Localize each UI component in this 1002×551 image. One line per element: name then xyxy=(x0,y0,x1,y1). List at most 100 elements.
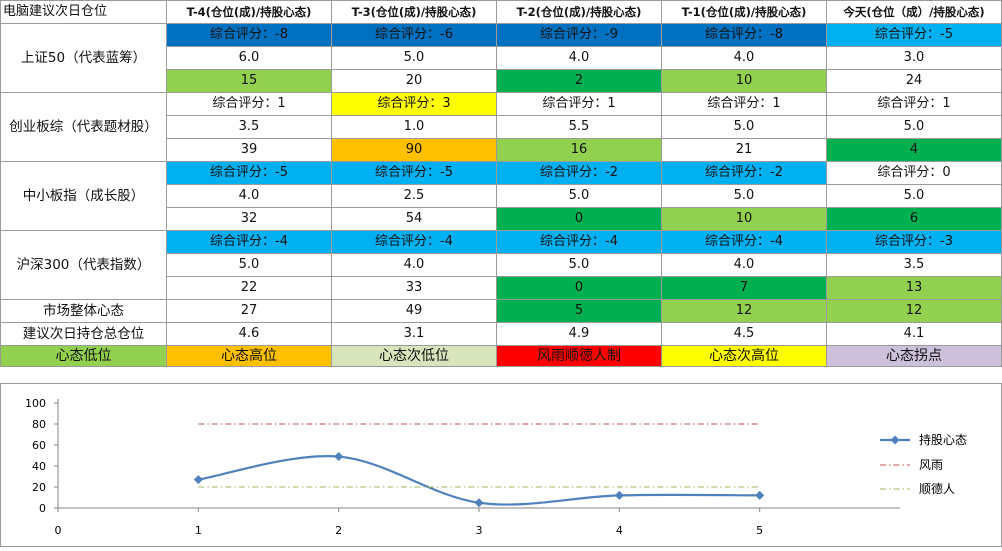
legend-swatch: 心态次低位 xyxy=(331,345,497,367)
score-cell[interactable]: 综合评分：-4 xyxy=(496,230,662,254)
score-cell[interactable]: 综合评分：1 xyxy=(166,92,332,116)
mood-cell[interactable]: 16 xyxy=(496,138,662,162)
legend-label-0: 持股心态 xyxy=(919,432,967,447)
position-cell[interactable]: 4.0 xyxy=(331,253,497,277)
header-col-4[interactable]: T-1(仓位(成)/持股心态) xyxy=(661,0,827,24)
position-cell[interactable]: 4.0 xyxy=(661,46,827,70)
market-mood-cell[interactable]: 5 xyxy=(496,299,662,323)
position-cell[interactable]: 5.0 xyxy=(166,253,332,277)
header-col-1[interactable]: T-4(仓位(成)/持股心态) xyxy=(166,0,332,24)
header-col-2[interactable]: T-3(仓位(成)/持股心态) xyxy=(331,0,497,24)
y-tick-label: 100 xyxy=(25,397,46,410)
score-cell[interactable]: 综合评分：1 xyxy=(496,92,662,116)
position-cell[interactable]: 3.5 xyxy=(826,253,1002,277)
legend-swatch: 心态拐点 xyxy=(826,345,1002,367)
position-cell[interactable]: 2.5 xyxy=(331,184,497,208)
position-cell[interactable]: 5.0 xyxy=(826,115,1002,139)
mood-cell[interactable]: 21 xyxy=(661,138,827,162)
mood-cell[interactable]: 54 xyxy=(331,207,497,231)
suggest-position-cell[interactable]: 4.5 xyxy=(661,322,827,346)
score-cell[interactable]: 综合评分：-6 xyxy=(331,23,497,47)
suggest-position-label[interactable]: 建议次日持仓总仓位 xyxy=(0,322,167,346)
market-mood-label[interactable]: 市场整体心态 xyxy=(0,299,167,323)
mood-cell[interactable]: 6 xyxy=(826,207,1002,231)
mood-cell[interactable]: 39 xyxy=(166,138,332,162)
y-tick-label: 80 xyxy=(32,418,46,431)
position-cell[interactable]: 5.0 xyxy=(661,184,827,208)
market-mood-cell[interactable]: 27 xyxy=(166,299,332,323)
market-mood-cell[interactable]: 12 xyxy=(826,299,1002,323)
index-label[interactable]: 上证50（代表蓝筹） xyxy=(0,23,167,93)
score-cell[interactable]: 综合评分：-8 xyxy=(661,23,827,47)
market-mood-row: 市场整体心态 27 49 5 12 12 xyxy=(0,299,1002,323)
index-label[interactable]: 沪深300（代表指数） xyxy=(0,230,167,300)
suggest-position-cell[interactable]: 4.1 xyxy=(826,322,1002,346)
legend-label-2: 顺德人 xyxy=(919,481,955,496)
position-cell[interactable]: 5.0 xyxy=(331,46,497,70)
mood-cell[interactable]: 33 xyxy=(331,276,497,300)
score-cell[interactable]: 综合评分：-2 xyxy=(496,161,662,185)
x-tick-label: 0 xyxy=(55,524,62,537)
index-3-score-row: 中小板指（成长股） 综合评分：-5 综合评分：-5 综合评分：-2 综合评分：-2 综合评… xyxy=(0,161,1002,231)
mood-cell[interactable]: 32 xyxy=(166,207,332,231)
mood-cell[interactable]: 0 xyxy=(496,207,662,231)
score-cell[interactable]: 综合评分：-2 xyxy=(661,161,827,185)
position-cell[interactable]: 5.0 xyxy=(826,184,1002,208)
score-cell[interactable]: 综合评分：-4 xyxy=(331,230,497,254)
index-label[interactable]: 创业板综（代表题材股） xyxy=(0,92,167,162)
position-cell[interactable]: 1.0 xyxy=(331,115,497,139)
suggest-position-cell[interactable]: 4.9 xyxy=(496,322,662,346)
mood-cell[interactable]: 90 xyxy=(331,138,497,162)
score-cell[interactable]: 综合评分：-8 xyxy=(166,23,332,47)
mood-cell[interactable]: 0 xyxy=(496,276,662,300)
mood-cell[interactable]: 10 xyxy=(661,69,827,93)
score-cell[interactable]: 综合评分：-4 xyxy=(166,230,332,254)
score-cell[interactable]: 综合评分：-5 xyxy=(331,161,497,185)
score-cell[interactable]: 综合评分：1 xyxy=(826,92,1002,116)
position-cell[interactable]: 5.5 xyxy=(496,115,662,139)
suggest-position-cell[interactable]: 3.1 xyxy=(331,322,497,346)
mood-cell[interactable]: 24 xyxy=(826,69,1002,93)
position-cell[interactable]: 3.5 xyxy=(166,115,332,139)
series-mood-point xyxy=(334,452,344,462)
index-2-score-row: 创业板综（代表题材股） 综合评分：1 综合评分：3 综合评分：1 综合评分：1 综合评分：… xyxy=(0,92,1002,162)
index-label[interactable]: 中小板指（成长股） xyxy=(0,161,167,231)
x-tick-label: 2 xyxy=(335,524,342,537)
score-cell[interactable]: 综合评分：-3 xyxy=(826,230,1002,254)
legend-swatch: 心态次高位 xyxy=(661,345,827,367)
mood-cell[interactable]: 20 xyxy=(331,69,497,93)
position-cell[interactable]: 4.0 xyxy=(496,46,662,70)
score-cell[interactable]: 综合评分：1 xyxy=(661,92,827,116)
header-col-5[interactable]: 今天(仓位（成）/持股心态) xyxy=(826,0,1002,24)
mood-cell[interactable]: 4 xyxy=(826,138,1002,162)
index-1-position-row: 6.0 5.0 4.0 4.0 3.0 xyxy=(1,46,1002,70)
position-cell[interactable]: 5.0 xyxy=(661,115,827,139)
header-title[interactable]: 电脑建议次日仓位 xyxy=(0,0,167,24)
score-cell[interactable]: 综合评分：0 xyxy=(826,161,1002,185)
header-col-3[interactable]: T-2(仓位(成)/持股心态) xyxy=(496,0,662,24)
mood-cell[interactable]: 22 xyxy=(166,276,332,300)
score-cell[interactable]: 综合评分：-5 xyxy=(826,23,1002,47)
position-table: 电脑建议次日仓位 T-4(仓位(成)/持股心态) T-3(仓位(成)/持股心态) T-… xyxy=(0,0,1002,367)
position-cell[interactable]: 4.0 xyxy=(661,253,827,277)
position-cell[interactable]: 4.0 xyxy=(166,184,332,208)
position-cell[interactable]: 5.0 xyxy=(496,253,662,277)
position-cell[interactable]: 3.0 xyxy=(826,46,1002,70)
mood-cell[interactable]: 15 xyxy=(166,69,332,93)
position-cell[interactable]: 6.0 xyxy=(166,46,332,70)
position-cell[interactable]: 5.0 xyxy=(496,184,662,208)
mood-cell[interactable]: 2 xyxy=(496,69,662,93)
mood-cell[interactable]: 10 xyxy=(661,207,827,231)
score-cell[interactable]: 综合评分：-4 xyxy=(661,230,827,254)
score-cell[interactable]: 综合评分：-5 xyxy=(166,161,332,185)
score-cell[interactable]: 综合评分：3 xyxy=(331,92,497,116)
market-mood-cell[interactable]: 49 xyxy=(331,299,497,323)
mood-cell[interactable]: 13 xyxy=(826,276,1002,300)
series-mood-point xyxy=(755,490,765,500)
market-mood-cell[interactable]: 12 xyxy=(661,299,827,323)
suggest-position-cell[interactable]: 4.6 xyxy=(166,322,332,346)
score-cell[interactable]: 综合评分：-9 xyxy=(496,23,662,47)
mood-cell[interactable]: 7 xyxy=(661,276,827,300)
